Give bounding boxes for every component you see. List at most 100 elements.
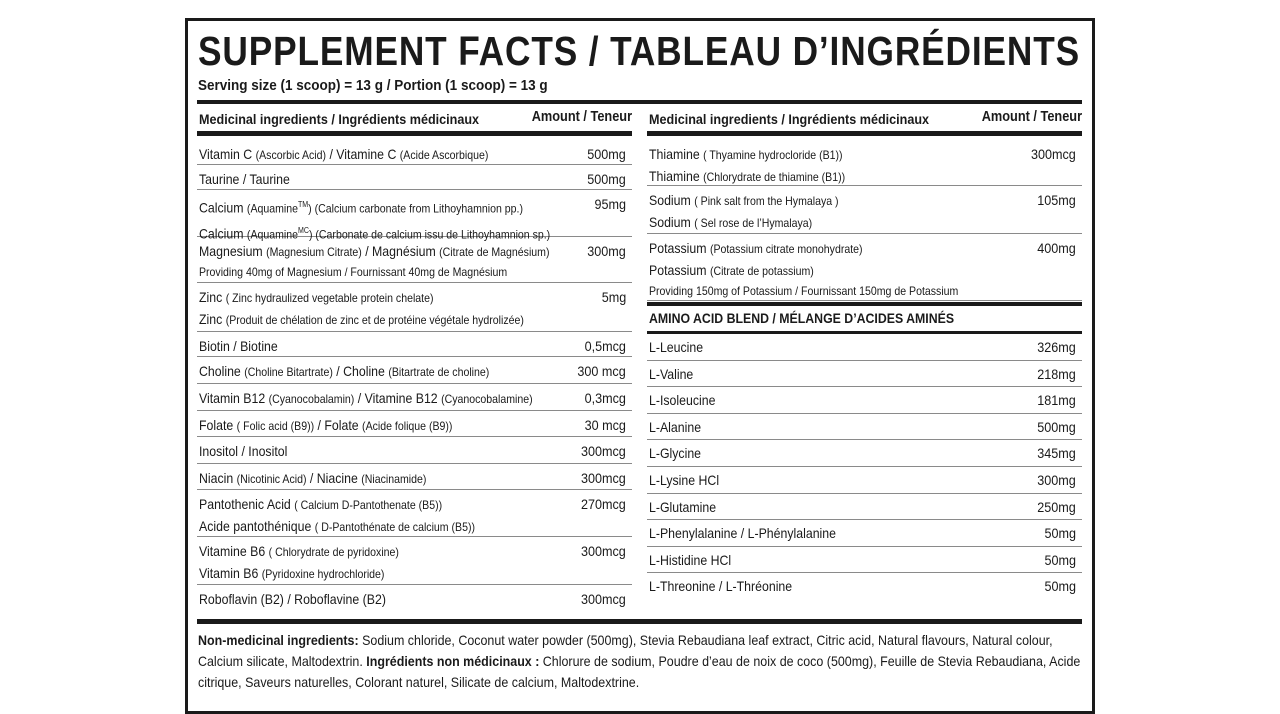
amino-row: L-Lysine HCl 300mg (647, 467, 1082, 494)
ingredient-text: (Produit de chélation de zinc et de prot… (225, 313, 524, 327)
ingredient-line: Zinc ( Zinc hydraulized vegetable protei… (199, 287, 580, 309)
table-row: Potassium (Potassium citrate monohydrate… (647, 234, 1082, 301)
ingredient-text: Zinc (199, 289, 226, 305)
ingredient-line: Potassium (Potassium citrate monohydrate… (649, 238, 1030, 260)
ingredient-text: Vitamin B12 (199, 390, 269, 406)
ingredient-line: Calcium (AquamineMC) (Carbonate de calci… (199, 220, 580, 246)
ingredient-line: Taurine / Taurine (199, 169, 580, 190)
amino-row: L-Glycine 345mg (647, 440, 1082, 467)
ingredient-text: Pantothenic Acid (199, 496, 295, 512)
page-title: SUPPLEMENT FACTS / TABLEAU D’INGRÉDIENTS (198, 28, 1080, 74)
ingredient-text: Taurine / Taurine (199, 171, 290, 187)
amino-blend-header: AMINO ACID BLEND / MÉLANGE D’ACIDES AMIN… (647, 302, 1082, 334)
amino-name: L-Histidine HCl (649, 551, 732, 568)
table-row: Vitamin C (Ascorbic Acid) / Vitamine C (… (197, 140, 632, 165)
amino-row: L-Histidine HCl 50mg (647, 547, 1082, 574)
ingredient-text: (Niacinamide) (361, 472, 427, 486)
ingredient-text: ( Folic acid (B9)) (236, 419, 315, 433)
ingredient-text: (Acide folique (B9)) (362, 419, 453, 433)
ingredient-text: Folate (199, 417, 237, 433)
table-row: Zinc ( Zinc hydraulized vegetable protei… (197, 283, 632, 332)
amount-value: 0,3mcg (584, 390, 626, 406)
amount-value: 50mg (1044, 551, 1076, 568)
amount-value: 400mg (1037, 240, 1076, 256)
ingredient-text: (Cyanocobalamin) (268, 392, 355, 406)
amount-value: 300mcg (581, 470, 626, 486)
amount-value: 270mcg (581, 496, 626, 512)
ingredient-text: Vitamin C (199, 146, 256, 162)
ingredients-header: Medicinal ingredients / Ingrédients médi… (199, 111, 480, 127)
ingredient-text: (Nicotinic Acid) (236, 472, 307, 486)
amount-header: Amount / Teneur (981, 108, 1082, 125)
amount-value: 300mg (587, 243, 626, 259)
amino-name: L-Alanine (649, 418, 702, 435)
ingredient-line: Niacin (Nicotinic Acid) / Niacine (Niaci… (199, 468, 580, 490)
ingredient-text: / Niacine (306, 470, 362, 486)
amount-value: 345mg (1037, 445, 1076, 462)
ingredient-text: / Folate (314, 417, 363, 433)
ingredient-text: Calcium (199, 225, 247, 242)
ingredient-text: (Citrate de Magnésium) (439, 245, 550, 259)
amount-value: 0,5mcg (584, 338, 626, 354)
ingredient-text: ( D-Pantothénate de calcium (B5)) (314, 520, 476, 534)
ingredient-text: Inositol / Inositol (199, 443, 288, 459)
amino-row: L-Isoleucine 181mg (647, 387, 1082, 414)
ingredient-line: Inositol / Inositol (199, 441, 580, 462)
ingredient-text: Potassium (649, 240, 710, 256)
ingredient-text: (Aquamine (246, 201, 298, 216)
amount-value: 50mg (1044, 525, 1076, 542)
ingredient-text: Choline (199, 363, 245, 379)
serving-size: Serving size (1 scoop) = 13 g / Portion … (198, 77, 548, 94)
ingredient-line: Sodium ( Pink salt from the Hymalaya ) (649, 190, 1030, 212)
ingredient-text: Sodium (649, 192, 695, 208)
ingredient-list: Thiamine ( Thyamine hydrocloride (B1)) Th… (647, 136, 1082, 301)
ingredients-header: Medicinal ingredients / Ingrédients médi… (649, 111, 930, 127)
amount-header: Amount / Teneur (531, 108, 632, 125)
table-row: Taurine / Taurine 500mg (197, 165, 632, 190)
ingredient-line: Biotin / Biotine (199, 336, 580, 357)
ingredient-note: Providing 40mg of Magnesium / Fournissan… (199, 265, 508, 279)
ingredient-text: (Aquamine (246, 227, 298, 242)
non-medicinal-label-en: Non-medicinal ingredients: (198, 632, 359, 648)
amino-name: L-Threonine / L-Thréonine (649, 578, 793, 595)
ingredient-list: Vitamin C (Ascorbic Acid) / Vitamine C (… (197, 136, 632, 612)
ingredient-text: (Pyridoxine hydrochloride) (261, 567, 385, 581)
amount-value: 500mg (1037, 418, 1076, 435)
table-row: Folate ( Folic acid (B9)) / Folate (Acid… (197, 411, 632, 437)
amino-name: L-Glycine (649, 445, 702, 462)
ingredient-line: Zinc (Produit de chélation de zinc et de… (199, 309, 580, 331)
ingredient-line: Thiamine ( Thyamine hydrocloride (B1)) (649, 144, 1030, 166)
ingredient-text: ) (Calcium carbonate from Lithoyhamnion … (308, 201, 523, 216)
ingredient-text: MC (298, 225, 309, 235)
divider (197, 100, 1082, 104)
table-row: Sodium ( Pink salt from the Hymalaya ) So… (647, 186, 1082, 234)
table-row: Biotin / Biotine 0,5mcg (197, 332, 632, 357)
amount-value: 95mg (594, 196, 626, 212)
ingredient-text: ( Thyamine hydrocloride (B1)) (703, 148, 843, 162)
ingredient-text: Potassium (649, 262, 710, 278)
ingredient-line: Vitamin B6 (Pyridoxine hydrochloride) (199, 563, 580, 585)
ingredient-text: ( Chlorydrate de pyridoxine) (268, 545, 399, 559)
table-row: Calcium (AquamineTM) (Calcium carbonate … (197, 190, 632, 241)
table-row: Pantothenic Acid ( Calcium D-Pantothenat… (197, 490, 632, 537)
ingredient-text: / Vitamine C (326, 146, 400, 162)
amount-value: 300mcg (1031, 146, 1076, 162)
ingredient-text: Calcium (199, 199, 247, 216)
ingredient-text: Thiamine (649, 168, 704, 184)
amino-blend-title: AMINO ACID BLEND / MÉLANGE D’ACIDES AMIN… (649, 310, 955, 326)
non-medicinal-ingredients: Non-medicinal ingredients: Sodium chlori… (198, 630, 1088, 693)
ingredient-text: ( Pink salt from the Hymalaya ) (694, 194, 839, 208)
ingredient-text: / Vitamine B12 (354, 390, 442, 406)
amino-row: L-Threonine / L-Thréonine 50mg (647, 573, 1082, 600)
ingredient-text: Roboflavin (B2) / Roboflavine (B2) (199, 591, 386, 607)
ingredient-text: Thiamine (649, 146, 704, 162)
ingredient-text: (Chlorydrate de thiamine (B1)) (703, 170, 846, 184)
ingredient-text: (Citrate de potassium) (709, 264, 814, 278)
amount-value: 250mg (1037, 498, 1076, 515)
ingredient-text: (Bitartrate de choline) (388, 365, 490, 379)
ingredient-line: Calcium (AquamineTM) (Calcium carbonate … (199, 194, 580, 220)
ingredient-text: / Choline (332, 363, 389, 379)
ingredient-text: ( Sel rose de l’Hymalaya) (694, 216, 813, 230)
amount-value: 500mg (587, 171, 626, 187)
ingredient-text: (Choline Bitartrate) (244, 365, 333, 379)
